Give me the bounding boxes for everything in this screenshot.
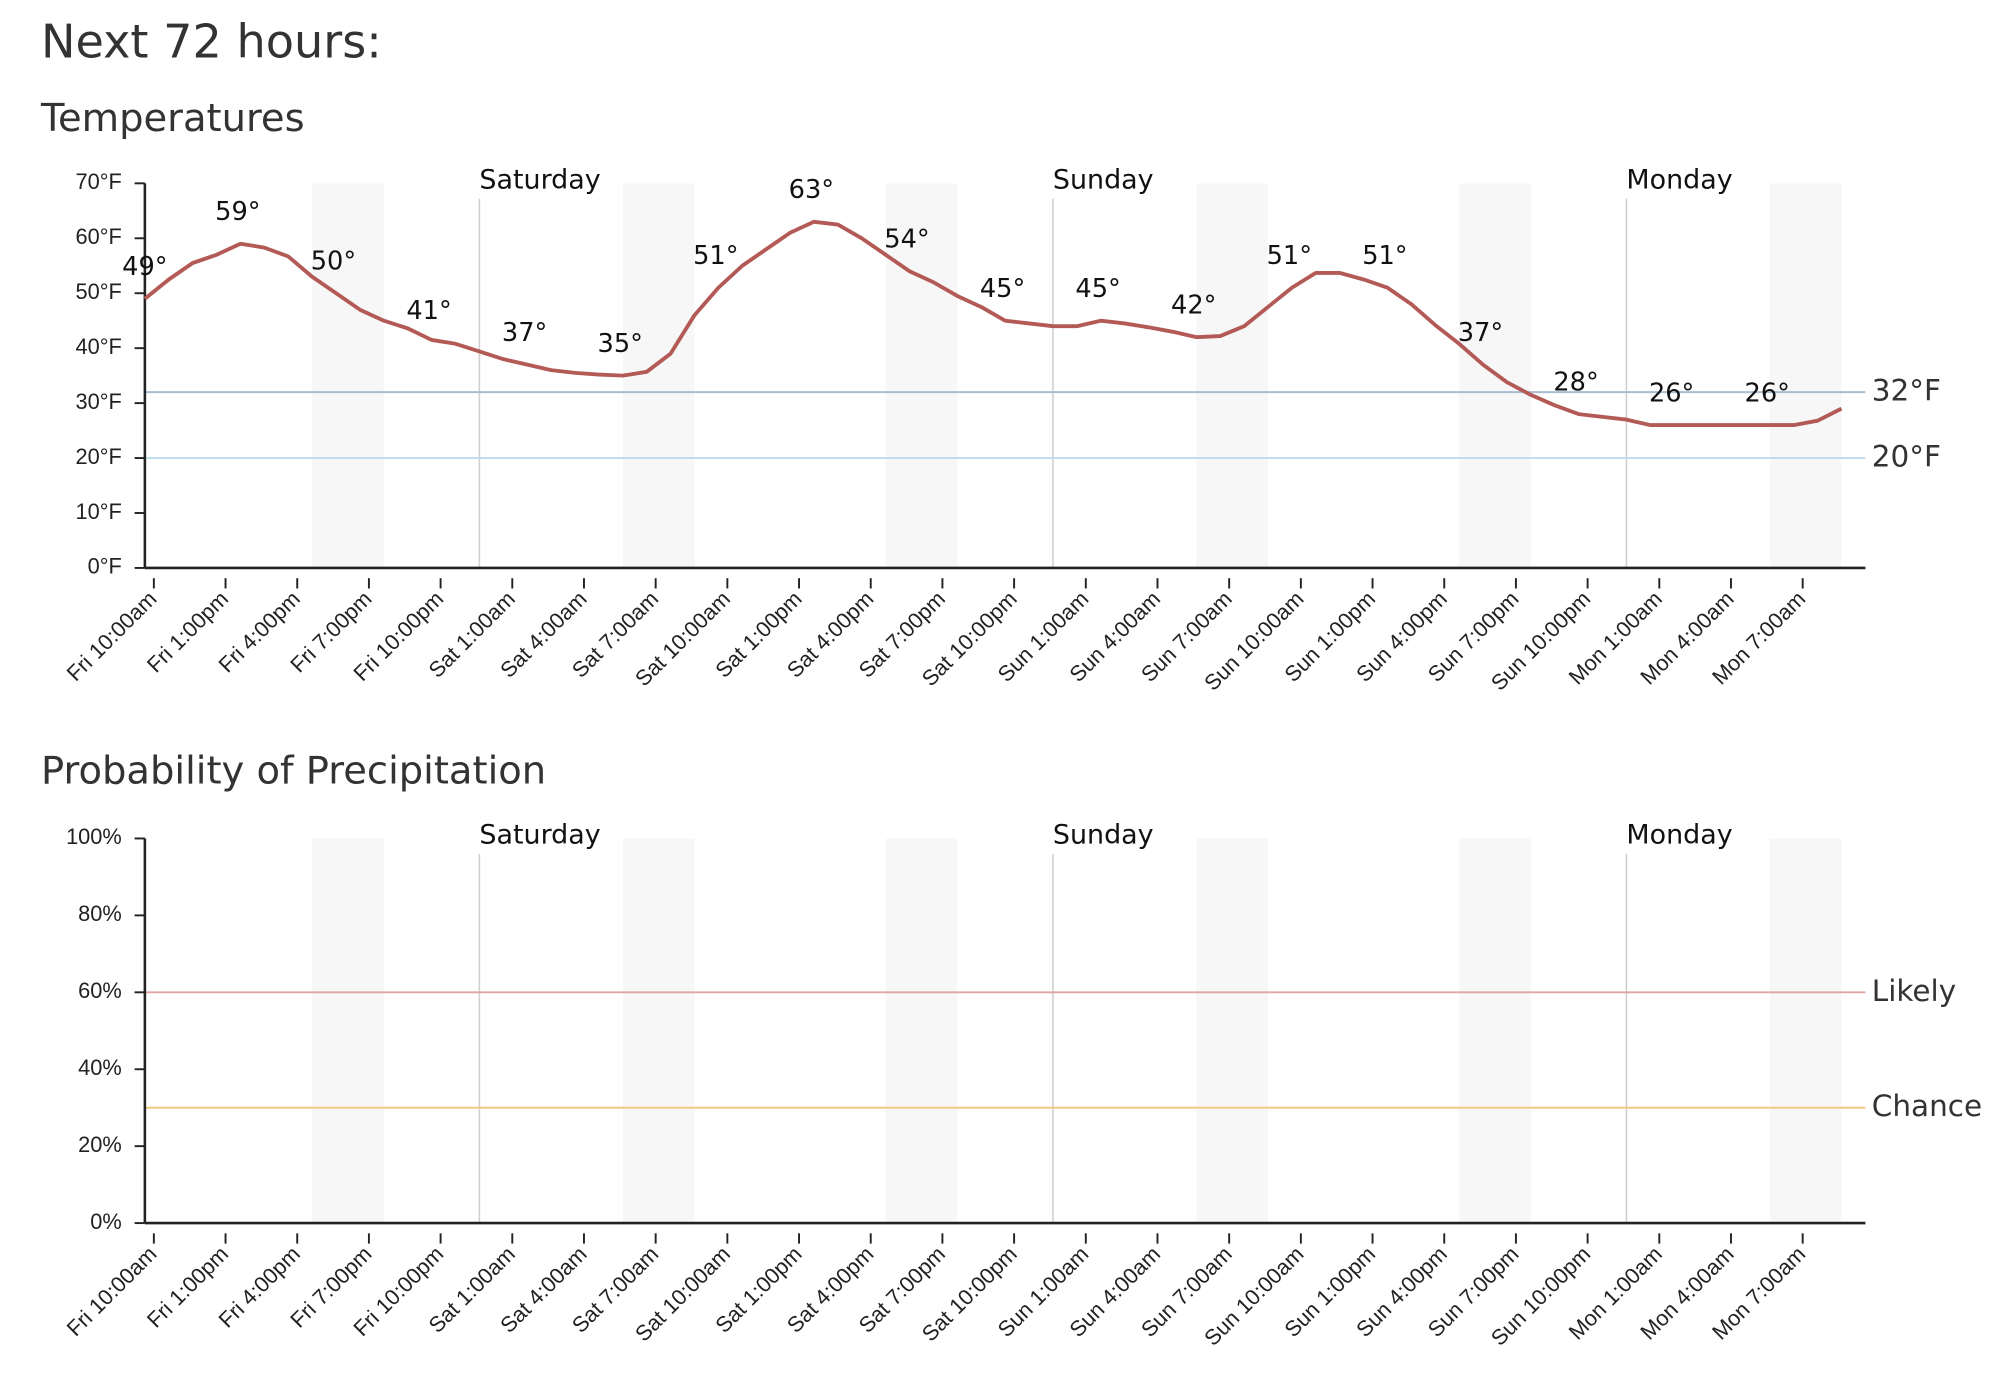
y-tick-label: 0% xyxy=(90,1209,121,1234)
reference-label: 20°F xyxy=(1872,440,1941,474)
data-label: 50° xyxy=(311,246,356,276)
day-label: Monday xyxy=(1626,164,1732,195)
day-label: Monday xyxy=(1626,819,1732,850)
data-label: 37° xyxy=(1458,318,1503,348)
data-label: 51° xyxy=(1362,241,1407,271)
y-tick-label: 20% xyxy=(78,1132,122,1157)
shade-band xyxy=(622,838,695,1224)
y-tick-label: 20°F xyxy=(76,444,122,469)
temperature-line xyxy=(143,219,1843,428)
reference-label: Likely xyxy=(1872,974,1956,1008)
chart-title: Temperatures xyxy=(40,96,305,141)
y-tick-label: 80% xyxy=(78,901,122,926)
x-tick-label: Fri 10:00am xyxy=(62,586,162,686)
shade-band xyxy=(1459,838,1531,1224)
shade-band xyxy=(885,183,958,568)
y-tick-label: 60°F xyxy=(76,224,122,249)
day-label: Saturday xyxy=(479,164,600,195)
data-label: 63° xyxy=(789,175,834,205)
day-label: Saturday xyxy=(479,819,600,850)
y-tick-label: 50°F xyxy=(76,279,122,304)
data-label: 37° xyxy=(502,318,547,348)
shade-band xyxy=(1196,838,1268,1224)
day-label: Sunday xyxy=(1053,164,1154,195)
data-label: 59° xyxy=(215,197,260,227)
x-tick-label: Fri 10:00am xyxy=(62,1241,162,1341)
shade-band xyxy=(1769,838,1842,1224)
data-label: 35° xyxy=(598,329,643,359)
data-label: 42° xyxy=(1171,290,1216,320)
data-label: 45° xyxy=(1075,274,1120,304)
shade-band xyxy=(312,183,384,568)
shade-band xyxy=(1769,183,1842,568)
shade-band xyxy=(312,838,384,1224)
page-title: Next 72 hours: xyxy=(41,14,382,68)
reference-label: 32°F xyxy=(1872,374,1941,408)
data-label: 28° xyxy=(1553,367,1598,397)
data-label: 54° xyxy=(884,224,929,254)
y-tick-label: 40% xyxy=(78,1055,122,1080)
chart-title: Probability of Precipitation xyxy=(41,749,546,794)
reference-label: Chance xyxy=(1872,1089,1982,1123)
y-tick-label: 0°F xyxy=(88,554,122,579)
data-label: 41° xyxy=(406,296,451,326)
y-tick-label: 100% xyxy=(66,824,122,849)
data-label: 51° xyxy=(693,241,738,271)
data-label: 45° xyxy=(980,274,1025,304)
data-label: 49° xyxy=(122,252,167,282)
day-label: Sunday xyxy=(1053,819,1154,850)
y-tick-label: 40°F xyxy=(76,334,122,359)
shade-band xyxy=(1196,183,1268,568)
shade-band xyxy=(885,838,958,1224)
y-tick-label: 70°F xyxy=(76,169,122,194)
data-label: 26° xyxy=(1745,378,1790,408)
data-label: 26° xyxy=(1649,378,1694,408)
y-tick-label: 10°F xyxy=(76,499,122,524)
y-tick-label: 30°F xyxy=(76,389,122,414)
data-label: 51° xyxy=(1267,241,1312,271)
y-tick-label: 60% xyxy=(78,978,122,1003)
